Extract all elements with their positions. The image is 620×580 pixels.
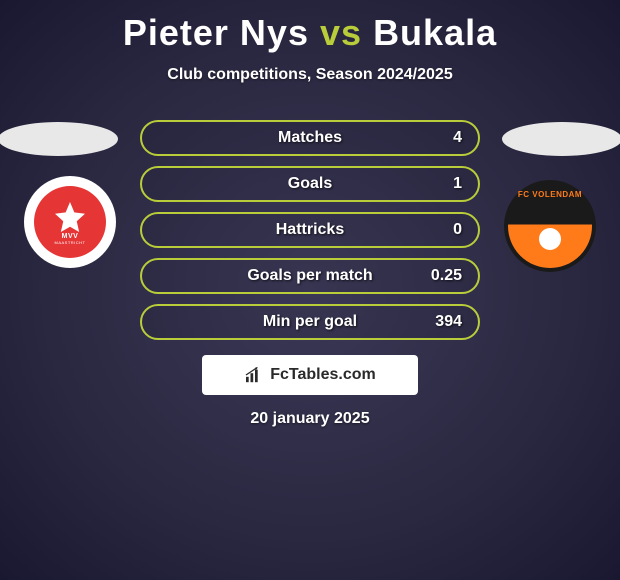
ball-icon [539, 228, 561, 250]
vs-separator: vs [320, 12, 362, 53]
stat-label: Matches [278, 129, 342, 147]
stat-value: 0.25 [431, 267, 462, 285]
stat-row-min-per-goal: Min per goal 394 [140, 304, 480, 340]
team-crest-left: MVV MAASTRICHT [24, 176, 116, 268]
left-ellipse-decoration [0, 122, 118, 156]
stat-value: 1 [453, 175, 462, 193]
brand-box[interactable]: FcTables.com [202, 355, 418, 395]
crest-right-label: FC VOLENDAM [508, 190, 592, 199]
stats-container: Matches 4 Goals 1 Hattricks 0 Goals per … [140, 120, 480, 350]
comparison-title: Pieter Nys vs Bukala [0, 0, 620, 54]
stat-label: Min per goal [263, 313, 357, 331]
star-icon [51, 199, 89, 235]
date-label: 20 january 2025 [0, 410, 620, 428]
stat-row-matches: Matches 4 [140, 120, 480, 156]
stat-value: 0 [453, 221, 462, 239]
stat-value: 394 [435, 313, 462, 331]
stat-row-hattricks: Hattricks 0 [140, 212, 480, 248]
subtitle: Club competitions, Season 2024/2025 [0, 66, 620, 84]
player2-name: Bukala [373, 12, 497, 53]
stat-value: 4 [453, 129, 462, 147]
chart-icon [244, 366, 266, 384]
stat-label: Goals per match [247, 267, 372, 285]
player1-name: Pieter Nys [123, 12, 309, 53]
crest-left-label: MVV [62, 233, 79, 240]
crest-left-inner: MVV MAASTRICHT [34, 186, 106, 258]
crest-left-sublabel: MAASTRICHT [55, 240, 86, 245]
stat-row-goals-per-match: Goals per match 0.25 [140, 258, 480, 294]
brand-text: FcTables.com [270, 366, 376, 384]
stat-label: Goals [288, 175, 332, 193]
team-crest-right: FC VOLENDAM [504, 180, 596, 272]
stat-row-goals: Goals 1 [140, 166, 480, 202]
stat-label: Hattricks [276, 221, 344, 239]
right-ellipse-decoration [502, 122, 620, 156]
